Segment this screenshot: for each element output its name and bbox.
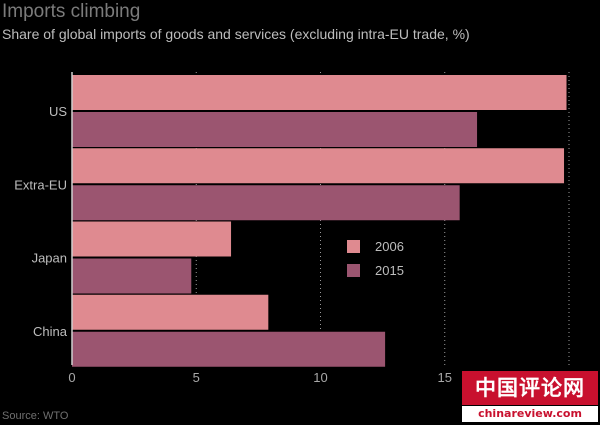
legend-swatch-2015 (347, 264, 360, 277)
watermark-url-text: chinareview.com (462, 406, 598, 422)
bar-extra-eu-2015 (72, 185, 460, 221)
x-tick-label-5: 5 (193, 370, 200, 385)
bar-china-2006 (72, 294, 269, 330)
chart-title: Imports climbing (2, 1, 141, 22)
category-label-us: US (49, 104, 67, 119)
legend-label-2015: 2015 (375, 263, 404, 278)
bar-japan-2015 (72, 258, 192, 294)
category-label-china: China (33, 324, 68, 339)
x-tick-label-15: 15 (438, 370, 452, 385)
bar-us-2015 (72, 112, 478, 147)
source-note: Source: WTO (2, 410, 69, 422)
bar-extra-eu-2006 (72, 148, 565, 184)
legend-label-2006: 2006 (375, 239, 404, 254)
legend-swatch-2006 (347, 240, 360, 253)
x-tick-label-10: 10 (313, 370, 327, 385)
x-tick-label-0: 0 (68, 370, 75, 385)
bar-china-2015 (72, 331, 386, 367)
bar-us-2006 (72, 75, 567, 110)
category-label-extra-eu: Extra-EU (14, 177, 67, 192)
watermark-chinese-text: 中国评论网 (462, 371, 598, 405)
bar-japan-2006 (72, 221, 232, 257)
category-label-japan: Japan (32, 251, 67, 266)
watermark-logo: 中国评论网 chinareview.com (462, 371, 598, 423)
chart-subtitle: Share of global imports of goods and ser… (2, 26, 470, 42)
